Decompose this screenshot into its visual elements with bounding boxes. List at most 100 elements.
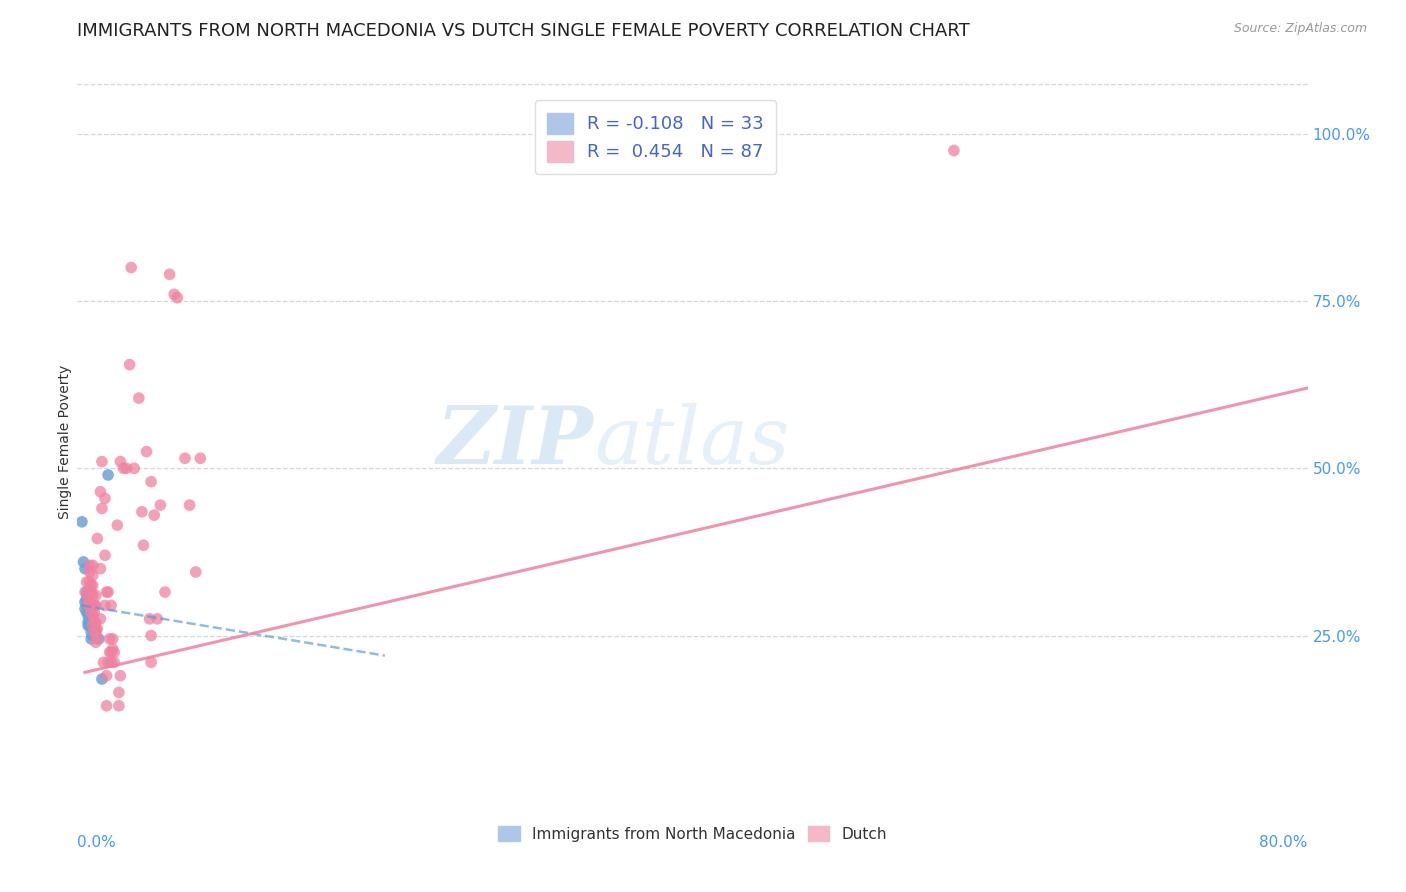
Point	[79, 558, 101, 573]
Point	[79, 575, 101, 590]
Text: atlas: atlas	[595, 403, 789, 480]
Point	[77, 599, 100, 613]
Point	[80, 618, 103, 632]
Point	[131, 505, 153, 519]
Point	[77, 608, 100, 623]
Point	[83, 599, 105, 613]
Point	[79, 589, 101, 603]
Point	[98, 632, 121, 646]
Point	[83, 625, 105, 640]
Point	[90, 455, 114, 469]
Point	[84, 589, 107, 603]
Point	[84, 599, 107, 613]
Point	[84, 628, 107, 642]
Point	[96, 585, 118, 599]
Point	[82, 618, 104, 632]
Point	[942, 144, 965, 158]
Point	[96, 698, 118, 713]
Point	[174, 451, 197, 466]
Point	[89, 484, 111, 499]
Point	[90, 672, 114, 686]
Point	[77, 595, 100, 609]
Legend: Immigrants from North Macedonia, Dutch: Immigrants from North Macedonia, Dutch	[491, 818, 894, 849]
Point	[97, 655, 120, 669]
Point	[80, 625, 103, 640]
Point	[72, 555, 94, 569]
Point	[80, 632, 103, 646]
Point	[108, 698, 131, 713]
Point	[163, 287, 186, 301]
Point	[94, 491, 117, 506]
Point	[82, 608, 104, 623]
Point	[82, 558, 104, 573]
Point	[79, 612, 101, 626]
Point	[80, 612, 103, 626]
Point	[184, 565, 207, 579]
Point	[143, 508, 166, 523]
Point	[86, 532, 108, 546]
Point	[118, 358, 141, 372]
Point	[100, 599, 122, 613]
Point	[80, 578, 103, 592]
Point	[84, 635, 107, 649]
Point	[153, 585, 176, 599]
Point	[80, 585, 103, 599]
Point	[141, 655, 163, 669]
Text: Source: ZipAtlas.com: Source: ZipAtlas.com	[1233, 22, 1367, 36]
Point	[76, 591, 98, 606]
Point	[115, 461, 138, 475]
Point	[132, 538, 155, 552]
Point	[83, 618, 105, 632]
Point	[159, 268, 181, 282]
Point	[97, 467, 120, 482]
Point	[82, 615, 104, 630]
Point	[110, 455, 132, 469]
Point	[84, 622, 107, 636]
Point	[94, 599, 117, 613]
Point	[82, 578, 104, 592]
Point	[96, 669, 118, 683]
Point	[83, 605, 105, 619]
Point	[110, 669, 132, 683]
Point	[89, 562, 111, 576]
Point	[103, 655, 125, 669]
Point	[135, 444, 157, 458]
Point	[79, 599, 101, 613]
Point	[141, 475, 163, 489]
Point	[101, 632, 124, 646]
Point	[97, 585, 120, 599]
Point	[80, 605, 103, 619]
Text: IMMIGRANTS FROM NORTH MACEDONIA VS DUTCH SINGLE FEMALE POVERTY CORRELATION CHART: IMMIGRANTS FROM NORTH MACEDONIA VS DUTCH…	[77, 22, 970, 40]
Point	[84, 625, 107, 640]
Text: 80.0%: 80.0%	[1260, 835, 1308, 850]
Point	[93, 655, 115, 669]
Point	[138, 612, 160, 626]
Point	[100, 655, 122, 669]
Point	[76, 605, 98, 619]
Point	[84, 615, 107, 630]
Point	[188, 451, 212, 466]
Point	[80, 599, 103, 613]
Point	[141, 628, 163, 642]
Point	[76, 585, 98, 599]
Point	[79, 605, 101, 619]
Point	[149, 498, 172, 512]
Text: ZIP: ZIP	[437, 403, 595, 480]
Text: 0.0%: 0.0%	[77, 835, 117, 850]
Point	[100, 645, 122, 659]
Point	[108, 685, 131, 699]
Point	[73, 602, 96, 616]
Point	[82, 568, 104, 582]
Point	[82, 589, 104, 603]
Point	[73, 562, 96, 576]
Point	[128, 391, 150, 405]
Point	[77, 591, 100, 606]
Point	[82, 628, 104, 642]
Point	[94, 548, 117, 563]
Point	[82, 599, 104, 613]
Point	[76, 575, 98, 590]
Point	[89, 612, 111, 626]
Point	[77, 589, 100, 603]
Point	[77, 615, 100, 630]
Point	[83, 615, 105, 630]
